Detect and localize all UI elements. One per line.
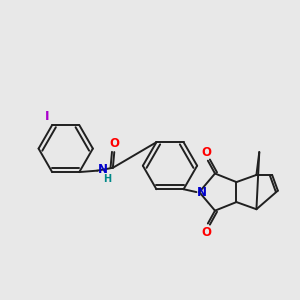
Text: O: O bbox=[201, 146, 212, 158]
Text: O: O bbox=[109, 137, 119, 150]
Text: N: N bbox=[98, 164, 108, 176]
Text: O: O bbox=[201, 226, 212, 238]
Text: H: H bbox=[103, 174, 111, 184]
Text: I: I bbox=[45, 110, 49, 123]
Text: N: N bbox=[197, 186, 207, 199]
